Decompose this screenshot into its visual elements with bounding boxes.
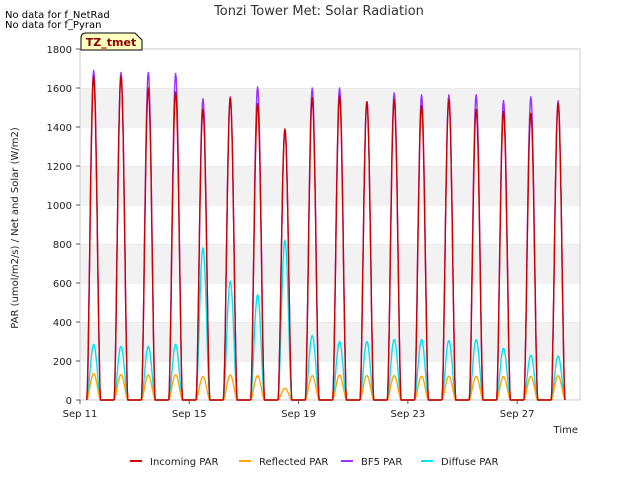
y-tick-label: 0 — [66, 396, 72, 407]
x-axis: Sep 11 Sep 15 Sep 19 Sep 23 Sep 27 — [63, 400, 535, 420]
grid-band — [80, 205, 580, 244]
grid-bands — [80, 48, 580, 400]
x-tick-label: Sep 27 — [500, 409, 535, 420]
legend-item: Incoming PAR — [130, 457, 219, 468]
grid-band — [80, 166, 580, 205]
legend-item: BF5 PAR — [341, 457, 402, 468]
legend-label: Reflected PAR — [259, 457, 328, 468]
y-tick-label: 600 — [53, 279, 72, 290]
y-tick-label: 200 — [53, 357, 72, 368]
series-incoming-par — [86, 75, 566, 401]
legend-item: Reflected PAR — [239, 457, 328, 468]
y-tick-label: 1600 — [47, 84, 72, 95]
chart-title: Tonzi Tower Met: Solar Radiation — [213, 4, 424, 19]
grid-band — [80, 88, 580, 127]
x-tick-label: Sep 11 — [63, 409, 98, 420]
grid-band — [80, 244, 580, 283]
legend-item: Diffuse PAR — [421, 457, 498, 468]
y-axis: 0 200 400 600 800 1000 1200 1400 1600 1800 — [47, 45, 80, 407]
series-layer — [86, 69, 566, 401]
legend-label: Diffuse PAR — [441, 457, 498, 468]
note-no-pyran: No data for f_Pyran — [5, 20, 101, 31]
y-tick-label: 1200 — [47, 162, 72, 173]
grid-band — [80, 283, 580, 322]
x-axis-label: Time — [553, 425, 578, 436]
series-diffuse-par — [86, 239, 566, 401]
y-tick-label: 800 — [53, 240, 72, 251]
x-tick-label: Sep 15 — [172, 409, 207, 420]
grid-band — [80, 322, 580, 361]
grid-band — [80, 49, 580, 88]
y-axis-label: PAR (umol/m2/s) / Net and Solar (W/m2) — [10, 127, 21, 329]
site-badge-label: TZ_tmet — [86, 36, 136, 49]
x-tick-label: Sep 23 — [390, 409, 425, 420]
series-reflected-par — [86, 373, 566, 401]
y-tick-label: 400 — [53, 318, 72, 329]
legend-label: Incoming PAR — [150, 457, 219, 468]
legend: Incoming PAR Reflected PAR BF5 PAR Diffuse … — [130, 457, 498, 468]
note-no-netrad: No data for f_NetRad — [5, 10, 110, 21]
grid-band — [80, 127, 580, 166]
y-tick-label: 1800 — [47, 45, 72, 56]
x-tick-label: Sep 19 — [281, 409, 316, 420]
y-tick-label: 1400 — [47, 123, 72, 134]
y-tick-label: 1000 — [47, 201, 72, 212]
legend-label: BF5 PAR — [361, 457, 402, 468]
site-badge-box — [80, 32, 143, 51]
site-badge: TZ_tmet — [80, 32, 143, 51]
